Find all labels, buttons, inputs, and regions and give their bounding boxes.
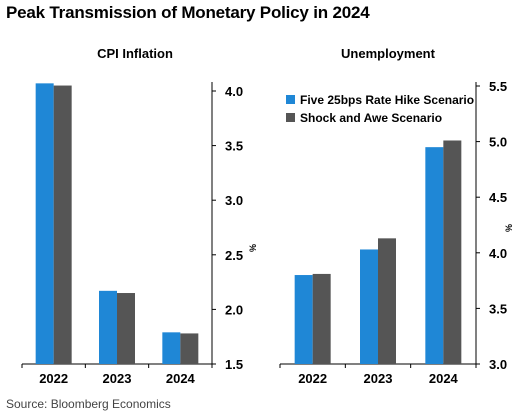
y-tick-label: 5.0 — [489, 135, 507, 150]
panel-cpi-inflation: CPI Inflation 1.5 2.0 2.5 3.0 3.5 4.0% 2022 2023… — [21, 46, 258, 386]
bar-2024-series-2 — [443, 140, 462, 364]
legend-swatch-2 — [286, 113, 295, 122]
bar-2024-series-2 — [180, 333, 199, 364]
x-tick-label: 2023 — [103, 371, 132, 386]
bar-2022-series-1 — [294, 275, 313, 364]
source-note: Source: Bloomberg Economics — [6, 397, 171, 411]
y-tick-label: 3.5 — [225, 139, 243, 154]
bar-2024-series-1 — [162, 332, 181, 364]
y-tick-label: 3.0 — [225, 193, 243, 208]
panel-title: Unemployment — [341, 46, 436, 61]
y-tick-label: 1.5 — [225, 357, 243, 372]
y-unit-label: % — [248, 244, 258, 252]
legend-label-1: Five 25bps Rate Hike Scenario — [300, 93, 474, 107]
y-tick-label: 4.0 — [489, 246, 507, 261]
y-tick-label: 3.0 — [489, 357, 507, 372]
y-tick-label: 2.0 — [225, 302, 243, 317]
x-tick-label: 2022 — [39, 371, 68, 386]
legend-swatch-1 — [286, 95, 295, 104]
bar-2022-series-2 — [312, 273, 331, 364]
x-tick-label: 2024 — [166, 371, 196, 386]
y-tick-label: 4.5 — [489, 190, 507, 205]
legend-label-2: Shock and Awe Scenario — [300, 111, 442, 125]
x-tick-label: 2023 — [364, 371, 393, 386]
x-tick-label: 2022 — [298, 371, 327, 386]
y-tick-label: 4.0 — [225, 84, 243, 99]
bar-2023-series-2 — [117, 293, 135, 364]
bar-2024-series-1 — [425, 147, 444, 364]
panel-unemployment: Unemployment 3.0 3.5 4.0 4.5 5.0 5.5% 2022 2023 2… — [279, 46, 514, 386]
bar-2022-series-2 — [53, 85, 72, 364]
y-tick-label: 5.5 — [489, 79, 507, 94]
chart-title: Peak Transmission of Monetary Policy in … — [6, 3, 370, 22]
bar-2023-series-1 — [360, 249, 378, 364]
panel-title: CPI Inflation — [97, 46, 173, 61]
y-tick-label: 3.5 — [489, 301, 507, 316]
bar-2022-series-1 — [35, 83, 54, 364]
bar-2023-series-2 — [378, 238, 396, 364]
y-unit-label: % — [504, 224, 514, 232]
bar-2023-series-1 — [99, 290, 117, 364]
x-tick-label: 2024 — [429, 371, 459, 386]
y-tick-label: 2.5 — [225, 248, 243, 263]
